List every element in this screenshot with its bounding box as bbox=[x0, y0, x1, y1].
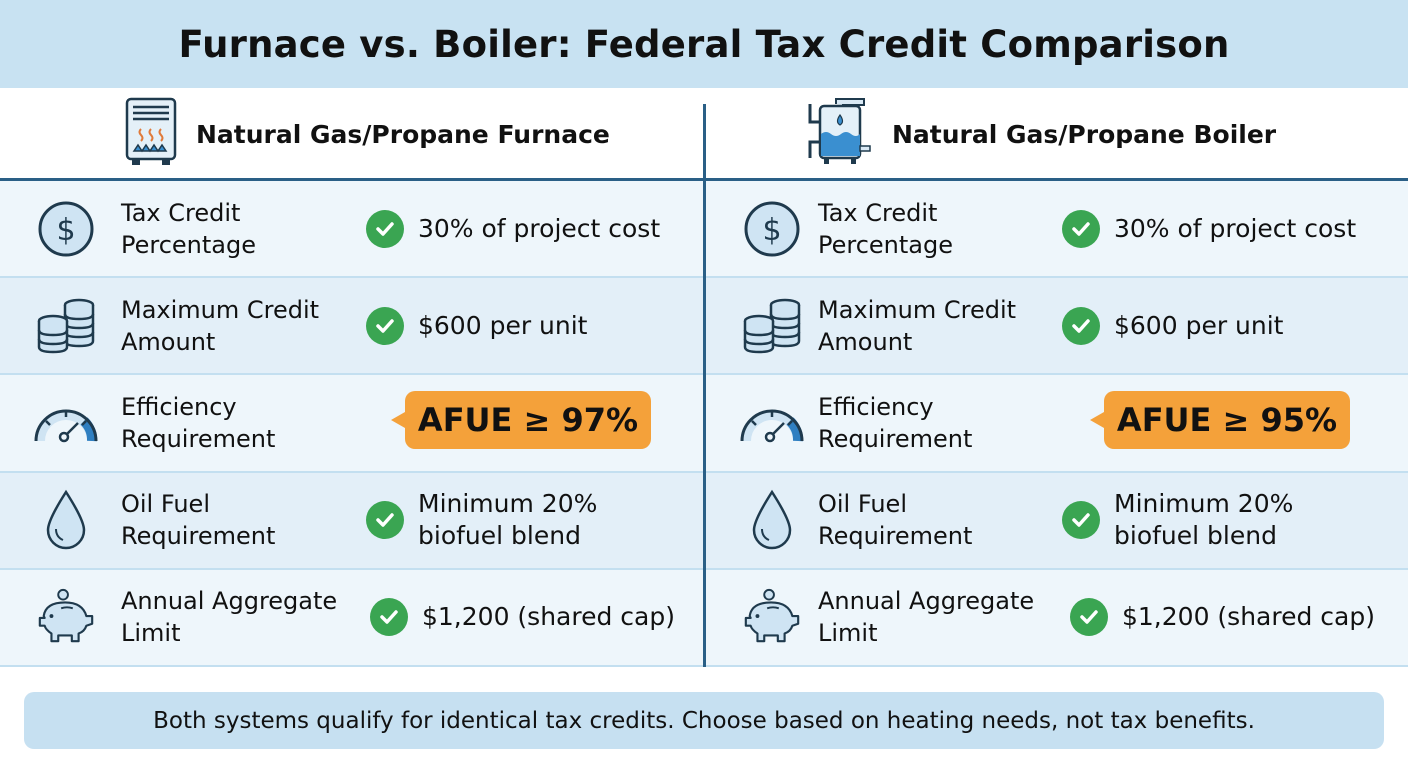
row-label: Efficiency Requirement bbox=[818, 392, 973, 453]
coin-stack-icon bbox=[34, 294, 98, 358]
table-row: Oil Fuel Requirement Minimum 20% biofuel… bbox=[0, 472, 703, 570]
row-value: Minimum 20% biofuel blend bbox=[366, 488, 628, 552]
furnace-column-header: Natural Gas/Propane Furnace bbox=[124, 90, 610, 178]
row-value-text: Minimum 20% biofuel blend bbox=[418, 489, 598, 551]
piggy-bank-icon bbox=[34, 585, 98, 649]
coin-stack-icon bbox=[740, 294, 804, 358]
table-row: $ Tax Credit Percentage 30% of project c… bbox=[0, 181, 703, 279]
dollar-circle-icon: $ bbox=[34, 197, 98, 261]
dollar-circle-icon: $ bbox=[740, 197, 804, 261]
table-row: Annual Aggregate Limit $1,200 (shared ca… bbox=[0, 569, 703, 667]
footer-note: Both systems qualify for identical tax c… bbox=[153, 707, 1255, 734]
page-title: Furnace vs. Boiler: Federal Tax Credit C… bbox=[178, 22, 1230, 66]
row-label: Oil Fuel Requirement bbox=[818, 490, 973, 551]
boiler-rows: $ Tax Credit Percentage 30% of project c… bbox=[706, 181, 1408, 667]
row-value-text: $600 per unit bbox=[418, 310, 588, 340]
efficiency-highlight-badge: AFUE ≥ 97% bbox=[391, 391, 651, 450]
row-value-text: $600 per unit bbox=[1114, 310, 1284, 340]
column-divider bbox=[703, 104, 706, 667]
table-row: Maximum Credit Amount $600 per unit bbox=[706, 278, 1408, 376]
row-value: $600 per unit bbox=[366, 306, 588, 345]
gauge-icon bbox=[740, 391, 804, 455]
row-label: Efficiency Requirement bbox=[121, 392, 276, 453]
droplet-icon bbox=[740, 488, 804, 552]
row-value: 30% of project cost bbox=[366, 209, 661, 248]
boiler-column-header: Natural Gas/Propane Boiler bbox=[804, 90, 1276, 178]
svg-text:$: $ bbox=[56, 213, 75, 248]
furnace-rows: $ Tax Credit Percentage 30% of project c… bbox=[0, 181, 703, 667]
boiler-icon bbox=[804, 96, 874, 172]
row-value-text: 30% of project cost bbox=[1114, 213, 1357, 243]
title-bar: Furnace vs. Boiler: Federal Tax Credit C… bbox=[0, 0, 1408, 88]
check-icon bbox=[1062, 209, 1100, 248]
check-icon bbox=[370, 598, 408, 637]
row-value-text: Minimum 20% biofuel blend bbox=[1114, 489, 1294, 551]
badge-text: AFUE ≥ 97% bbox=[417, 401, 639, 440]
check-icon bbox=[1062, 306, 1100, 345]
row-value: $600 per unit bbox=[1062, 306, 1284, 345]
footer-note-box: Both systems qualify for identical tax c… bbox=[24, 692, 1384, 749]
row-label: Maximum Credit Amount bbox=[121, 295, 320, 356]
check-icon bbox=[366, 209, 404, 248]
row-label: Tax Credit Percentage bbox=[121, 198, 257, 259]
boiler-column-title: Natural Gas/Propane Boiler bbox=[892, 119, 1277, 149]
row-value-text: 30% of project cost bbox=[418, 213, 661, 243]
check-icon bbox=[1062, 501, 1100, 540]
table-row: Oil Fuel Requirement Minimum 20% biofuel… bbox=[706, 472, 1408, 570]
row-value: $1,200 (shared cap) bbox=[370, 598, 675, 637]
table-row: Efficiency Requirement AFUE ≥ 95% bbox=[706, 375, 1408, 473]
row-value-text: $1,200 (shared cap) bbox=[1122, 602, 1375, 632]
row-label: Annual Aggregate Limit bbox=[121, 587, 338, 648]
svg-text:$: $ bbox=[762, 213, 781, 248]
gauge-icon bbox=[34, 391, 98, 455]
row-value: $1,200 (shared cap) bbox=[1070, 598, 1375, 637]
row-label: Maximum Credit Amount bbox=[818, 295, 1017, 356]
table-row: Efficiency Requirement AFUE ≥ 97% bbox=[0, 375, 703, 473]
row-value: 30% of project cost bbox=[1062, 209, 1357, 248]
row-label: Tax Credit Percentage bbox=[818, 198, 954, 259]
furnace-column-title: Natural Gas/Propane Furnace bbox=[196, 119, 610, 149]
row-value-text: $1,200 (shared cap) bbox=[422, 602, 675, 632]
check-icon bbox=[366, 306, 404, 345]
row-label: Annual Aggregate Limit bbox=[818, 587, 1035, 648]
table-row: Annual Aggregate Limit $1,200 (shared ca… bbox=[706, 569, 1408, 667]
efficiency-highlight-badge: AFUE ≥ 95% bbox=[1090, 391, 1350, 450]
row-value: Minimum 20% biofuel blend bbox=[1062, 488, 1324, 552]
furnace-icon bbox=[124, 96, 178, 172]
row-label: Oil Fuel Requirement bbox=[121, 490, 276, 551]
badge-text: AFUE ≥ 95% bbox=[1116, 401, 1338, 440]
check-icon bbox=[1070, 598, 1108, 637]
table-row: Maximum Credit Amount $600 per unit bbox=[0, 278, 703, 376]
droplet-icon bbox=[34, 488, 98, 552]
header-divider bbox=[0, 178, 1408, 181]
piggy-bank-icon bbox=[740, 585, 804, 649]
table-row: $ Tax Credit Percentage 30% of project c… bbox=[706, 181, 1408, 279]
check-icon bbox=[366, 501, 404, 540]
